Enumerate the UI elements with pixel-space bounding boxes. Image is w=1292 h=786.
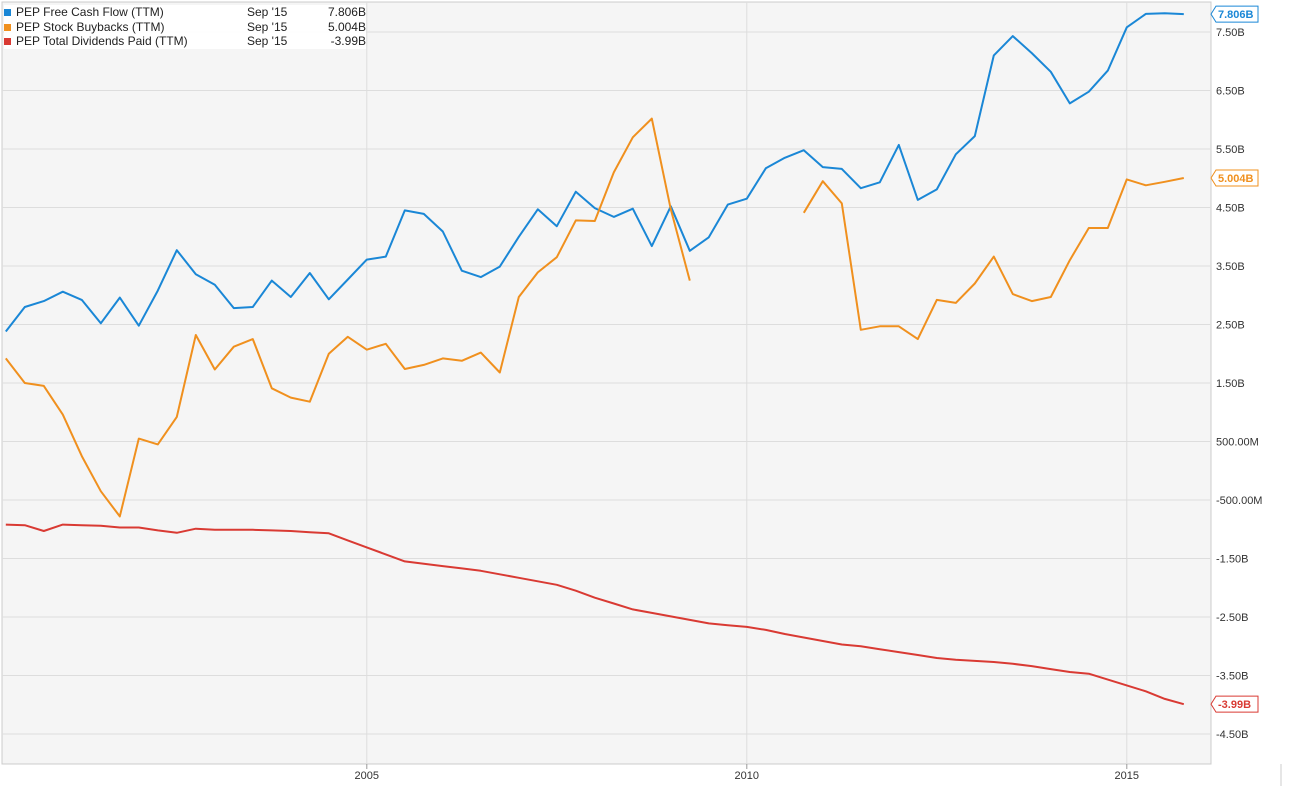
legend-series-name: PEP Total Dividends Paid (TTM): [16, 34, 188, 48]
legend-series-name: PEP Stock Buybacks (TTM): [16, 19, 165, 34]
legend-row-free-cash-flow[interactable]: PEP Free Cash Flow (TTM) Sep '15 7.806B: [4, 5, 366, 20]
y-tick-label: -1.50B: [1216, 554, 1248, 566]
y-tick-label: 3.50B: [1216, 261, 1245, 273]
series-end-label-text: 5.004B: [1218, 173, 1254, 185]
legend-row-stock-buybacks[interactable]: PEP Stock Buybacks (TTM) Sep '15 5.004B: [4, 20, 366, 35]
y-axis-tick-labels: 7.50B 6.50B 5.50B 4.50B 3.50B 2.50B 1.50B 500.0…: [1216, 27, 1262, 741]
y-tick-label: 4.50B: [1216, 203, 1245, 215]
x-tick-label: 2005: [355, 770, 379, 782]
y-tick-label: -2.50B: [1216, 612, 1248, 624]
series-line-2[interactable]: [5, 523, 1185, 706]
y-tick-label: 500.00M: [1216, 437, 1259, 449]
series-end-label-1: 5.004B: [1210, 169, 1259, 187]
series-end-label-2: -3.99B: [1210, 695, 1259, 713]
series-line-0[interactable]: [5, 12, 1184, 333]
y-tick-label: 7.50B: [1216, 27, 1245, 39]
legend-row-total-dividends[interactable]: PEP Total Dividends Paid (TTM) Sep '15 -…: [4, 34, 366, 49]
y-tick-label: 1.50B: [1216, 378, 1245, 390]
legend-series-name: PEP Free Cash Flow (TTM): [16, 5, 164, 19]
series-end-labels: 7.806B 5.004B -3.99B: [1210, 5, 1259, 713]
legend-series-value: 5.004B: [327, 19, 366, 34]
y-tick-label: -4.50B: [1216, 729, 1248, 741]
legend-series-date: Sep '15: [247, 5, 288, 19]
series-end-label-0: 7.806B: [1210, 5, 1259, 23]
series-line-1[interactable]: [5, 117, 1184, 518]
legend-swatch-stock-buybacks: [4, 23, 11, 31]
legend-swatch-total-dividends: [4, 38, 11, 45]
y-tick-label: -500.00M: [1216, 495, 1262, 507]
series-end-label-text: 7.806B: [1218, 9, 1254, 21]
series-end-label-text: -3.99B: [1218, 699, 1251, 711]
legend-swatch-free-cash-flow: [4, 9, 11, 16]
x-tick-label: 2010: [735, 770, 759, 782]
legend-series-value: 7.806B: [327, 5, 366, 19]
x-axis-tick-labels: 2005 2010 2015: [355, 764, 1139, 782]
legend: PEP Free Cash Flow (TTM) Sep '15 7.806B …: [4, 5, 366, 49]
y-tick-label: 2.50B: [1216, 320, 1245, 332]
legend-series-date: Sep '15: [247, 34, 288, 48]
legend-series-value: -3.99B: [330, 34, 366, 48]
x-tick-label: 2015: [1115, 770, 1139, 782]
y-tick-label: 5.50B: [1216, 144, 1245, 156]
y-tick-label: 6.50B: [1216, 86, 1245, 98]
y-tick-label: -3.50B: [1216, 671, 1248, 683]
series-lines: [5, 12, 1185, 706]
legend-series-date: Sep '15: [247, 19, 288, 34]
